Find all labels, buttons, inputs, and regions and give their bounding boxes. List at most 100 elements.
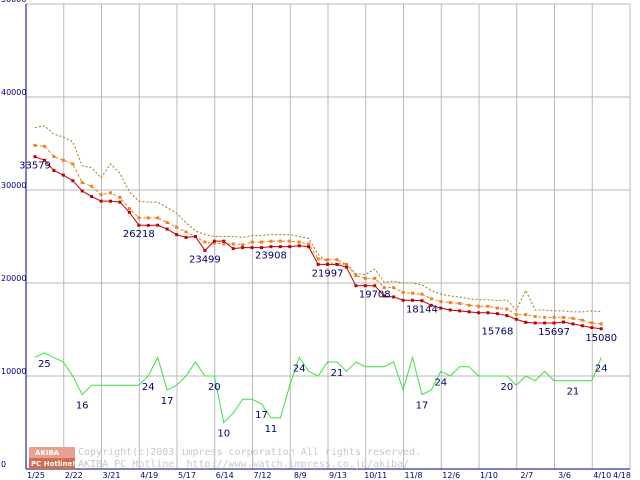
x-tick-label: 12/6 [442,471,460,480]
point-average [514,313,518,317]
y-tick-label: 50000 [1,0,26,4]
x-tick-label: 8/9 [294,471,307,480]
point-average [127,207,131,211]
price-label: 15080 [585,333,617,344]
x-tick-label: 4/10 [593,471,611,480]
point-average [90,184,94,188]
point-average [61,158,65,162]
count-label: 20 [208,382,221,393]
point-min [127,210,131,214]
point-average [552,315,556,319]
point-min [146,223,150,227]
x-tick-label: 3/6 [558,471,571,480]
series-line-max [34,125,602,313]
point-min [590,326,594,330]
price-label: 18144 [406,304,438,315]
point-average [467,303,471,307]
x-tick-label-extra: 4/18 [613,471,631,480]
point-min [495,312,499,316]
point-average [146,216,150,220]
point-average [99,193,103,197]
point-average [222,242,226,246]
point-average [288,239,292,243]
data-labels: 33579 26218 23499 23908 21997 19708 18144 15768… [19,161,617,440]
point-min [448,308,452,312]
point-average [354,274,358,278]
point-average [524,313,528,317]
point-average [411,291,414,295]
x-tick-label: 7/12 [254,471,272,480]
point-min [599,327,603,331]
logo-bottom-text: PC Hotline! [31,460,75,468]
point-average [580,318,584,322]
point-average [533,314,537,318]
point-min [184,235,188,239]
point-average [212,241,216,245]
x-tick-label: 3/21 [103,471,121,480]
point-min [307,245,311,249]
price-label: 26218 [123,229,155,240]
point-min [552,321,556,325]
y-tick-label: 30000 [1,181,26,190]
point-min [326,262,330,266]
point-min [90,195,94,199]
point-average [80,181,84,185]
akiba-logo-band [29,458,75,469]
point-min [373,284,377,288]
point-average [33,143,37,147]
count-label: 16 [76,401,89,412]
point-min [33,155,37,159]
point-min [420,299,424,303]
x-tick-label: 1/10 [480,471,498,480]
point-min [439,306,443,310]
point-average [203,240,207,244]
copyright-text: Copyright(c)2003 impress corporation All… [78,447,421,458]
point-min [137,223,141,227]
y-axis: 0 10000 20000 30000 40000 50000 [1,0,27,469]
price-label: 15768 [482,326,514,337]
point-average [326,258,330,262]
point-min [344,265,348,269]
point-min [109,199,112,203]
point-min [458,309,462,313]
point-average [373,276,377,280]
x-tick-label: 1/25 [27,471,45,480]
point-min [52,168,56,172]
point-average [458,301,462,305]
point-average [382,286,386,290]
point-min [335,262,339,266]
point-average [495,306,499,310]
count-label: 24 [595,363,608,374]
point-min [118,200,122,204]
price-label: 33579 [19,161,51,172]
chart-grid [25,3,631,470]
series-line-count [34,352,602,424]
point-average [363,276,367,280]
point-average [241,243,245,247]
point-average [250,240,254,244]
point-min [42,158,46,162]
count-label: 17 [416,401,429,412]
point-min [193,235,197,238]
point-average [543,315,547,319]
point-average [269,239,273,243]
point-min [297,244,301,248]
point-min [543,321,547,325]
point-average [175,225,179,229]
point-min [99,199,103,203]
point-min [486,311,490,315]
price-label: 23908 [255,251,287,262]
point-average [156,216,160,220]
point-average [109,191,112,195]
point-average [278,239,282,243]
point-min [505,314,509,318]
point-min [71,179,75,183]
x-tick-label: 9/13 [329,471,347,480]
point-average [448,301,452,305]
y-tick-label: 0 [1,460,6,469]
point-average [165,221,169,225]
point-average [392,286,396,290]
x-tick-label: 10/11 [364,471,387,480]
x-tick-label: 11/8 [405,471,423,480]
